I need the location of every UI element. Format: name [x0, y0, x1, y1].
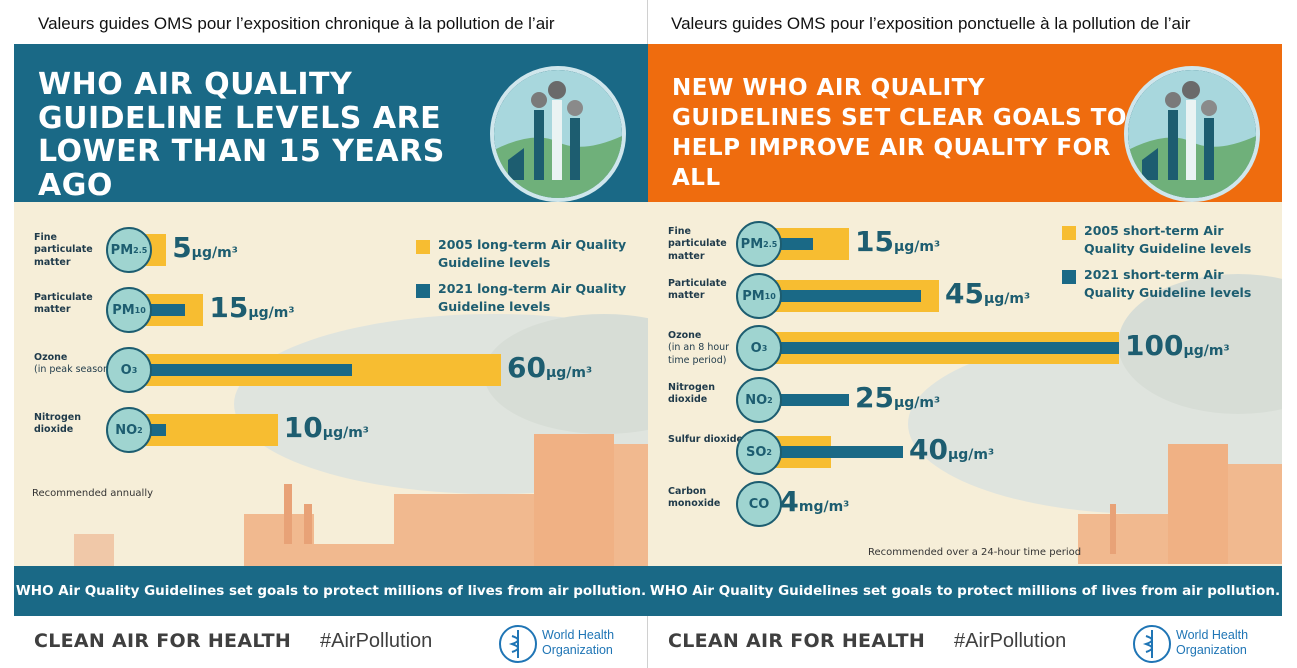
- legend-2021: 2021 long-term Air Quality Guideline lev…: [416, 280, 638, 315]
- legend-swatch-2021: [416, 284, 430, 298]
- data-label: 15μg/m³: [209, 291, 295, 324]
- bottom-strip-left: CLEAN AIR FOR HEALTH #AirPollution World…: [14, 622, 648, 668]
- legend-2005: 2005 long-term Air Quality Guideline lev…: [416, 236, 638, 271]
- who-name: World Health Organization: [542, 628, 614, 658]
- banner-title: NEW WHO AIR QUALITY GUIDELINES SET CLEAR…: [672, 75, 1127, 191]
- data-label: 45μg/m³: [945, 277, 1031, 310]
- legend-swatch-2021: [1062, 270, 1076, 284]
- pollutant-icon: NO 2: [736, 377, 782, 423]
- who-emblem-icon: [1133, 625, 1171, 663]
- heading-left: Valeurs guides OMS pour l’exposition chr…: [38, 14, 555, 33]
- row-label: Sulfur dioxide: [668, 434, 743, 445]
- row-label: Particulate matter: [668, 278, 727, 302]
- hashtag: #AirPollution: [320, 630, 433, 652]
- pollutant-icon: PM 10: [736, 273, 782, 319]
- data-label: 4mg/m³: [779, 485, 850, 518]
- row-label: Particulate matter: [34, 292, 93, 316]
- legend-label-2021: 2021 short-term Air Quality Guideline le…: [1084, 267, 1252, 300]
- panel-short-term: NEW WHO AIR QUALITY GUIDELINES SET CLEAR…: [648, 44, 1282, 616]
- legend-label-2005: 2005 long-term Air Quality Guideline lev…: [438, 237, 627, 270]
- data-label: 5μg/m³: [172, 231, 238, 264]
- factory-badge-icon: [1124, 66, 1260, 202]
- data-label: 100μg/m³: [1125, 329, 1230, 362]
- panel-chronic: WHO AIR QUALITY GUIDELINE LEVELS ARE LOW…: [14, 44, 648, 616]
- row-label: Fine particulate matter: [668, 226, 727, 262]
- row-label: Nitrogen dioxide: [34, 412, 81, 436]
- pollutant-icon: CO: [736, 481, 782, 527]
- pollutant-icon: PM 10: [106, 287, 152, 333]
- legend-label-2005: 2005 short-term Air Quality Guideline le…: [1084, 223, 1252, 256]
- row-label: Ozone (in an 8 hour time period): [668, 330, 730, 366]
- bar-2021: [759, 446, 903, 458]
- legend-swatch-2005: [1062, 226, 1076, 240]
- background-scenery: [908, 274, 1282, 564]
- bar-2021: [129, 364, 353, 376]
- who-emblem-icon: [499, 625, 537, 663]
- who-name-line-2: Organization: [1176, 643, 1247, 657]
- who-name: World Health Organization: [1176, 628, 1248, 658]
- legend-2005: 2005 short-term Air Quality Guideline le…: [1062, 222, 1264, 257]
- footer-band: WHO Air Quality Guidelines set goals to …: [648, 566, 1282, 616]
- row-label: Ozone (in peak season): [34, 352, 113, 376]
- data-label: 25μg/m³: [855, 381, 941, 414]
- legend-2021: 2021 short-term Air Quality Guideline le…: [1062, 266, 1264, 301]
- factory-badge-icon: [490, 66, 626, 202]
- heading-right: Valeurs guides OMS pour l’exposition pon…: [671, 14, 1191, 33]
- pollutant-icon: PM 2.5: [736, 221, 782, 267]
- who-name-line-1: World Health: [542, 628, 615, 642]
- pollutant-icon: PM 2.5: [106, 227, 152, 273]
- banner-title: WHO AIR QUALITY GUIDELINE LEVELS ARE LOW…: [38, 67, 445, 203]
- legend-label-2021: 2021 long-term Air Quality Guideline lev…: [438, 281, 627, 314]
- data-label: 40μg/m³: [909, 433, 995, 466]
- campaign-title: CLEAN AIR FOR HEALTH: [34, 630, 292, 652]
- row-label: Nitrogen dioxide: [668, 382, 715, 406]
- legend-swatch-2005: [416, 240, 430, 254]
- campaign-title: CLEAN AIR FOR HEALTH: [668, 630, 926, 652]
- bar-2021: [759, 290, 921, 302]
- chart-note: Recommended annually: [32, 488, 154, 499]
- row-label: Fine particulate matter: [34, 232, 93, 268]
- row-label: Carbon monoxide: [668, 486, 721, 510]
- hashtag: #AirPollution: [954, 630, 1067, 652]
- data-label: 15μg/m³: [855, 225, 941, 258]
- bottom-strip-right: CLEAN AIR FOR HEALTH #AirPollution World…: [648, 622, 1282, 668]
- who-name-line-1: World Health: [1176, 628, 1249, 642]
- banner: NEW WHO AIR QUALITY GUIDELINES SET CLEAR…: [648, 44, 1282, 202]
- who-name-line-2: Organization: [542, 643, 613, 657]
- banner: WHO AIR QUALITY GUIDELINE LEVELS ARE LOW…: [14, 44, 648, 202]
- data-label: 60μg/m³: [507, 351, 593, 384]
- footer-band: WHO Air Quality Guidelines set goals to …: [14, 566, 648, 616]
- chart-note: Recommended over a 24-hour time period: [868, 547, 1082, 558]
- pollutant-icon: SO 2: [736, 429, 782, 475]
- bar-2021: [759, 342, 1119, 354]
- data-label: 10μg/m³: [283, 411, 369, 444]
- pollutant-icon: NO 2: [106, 407, 152, 453]
